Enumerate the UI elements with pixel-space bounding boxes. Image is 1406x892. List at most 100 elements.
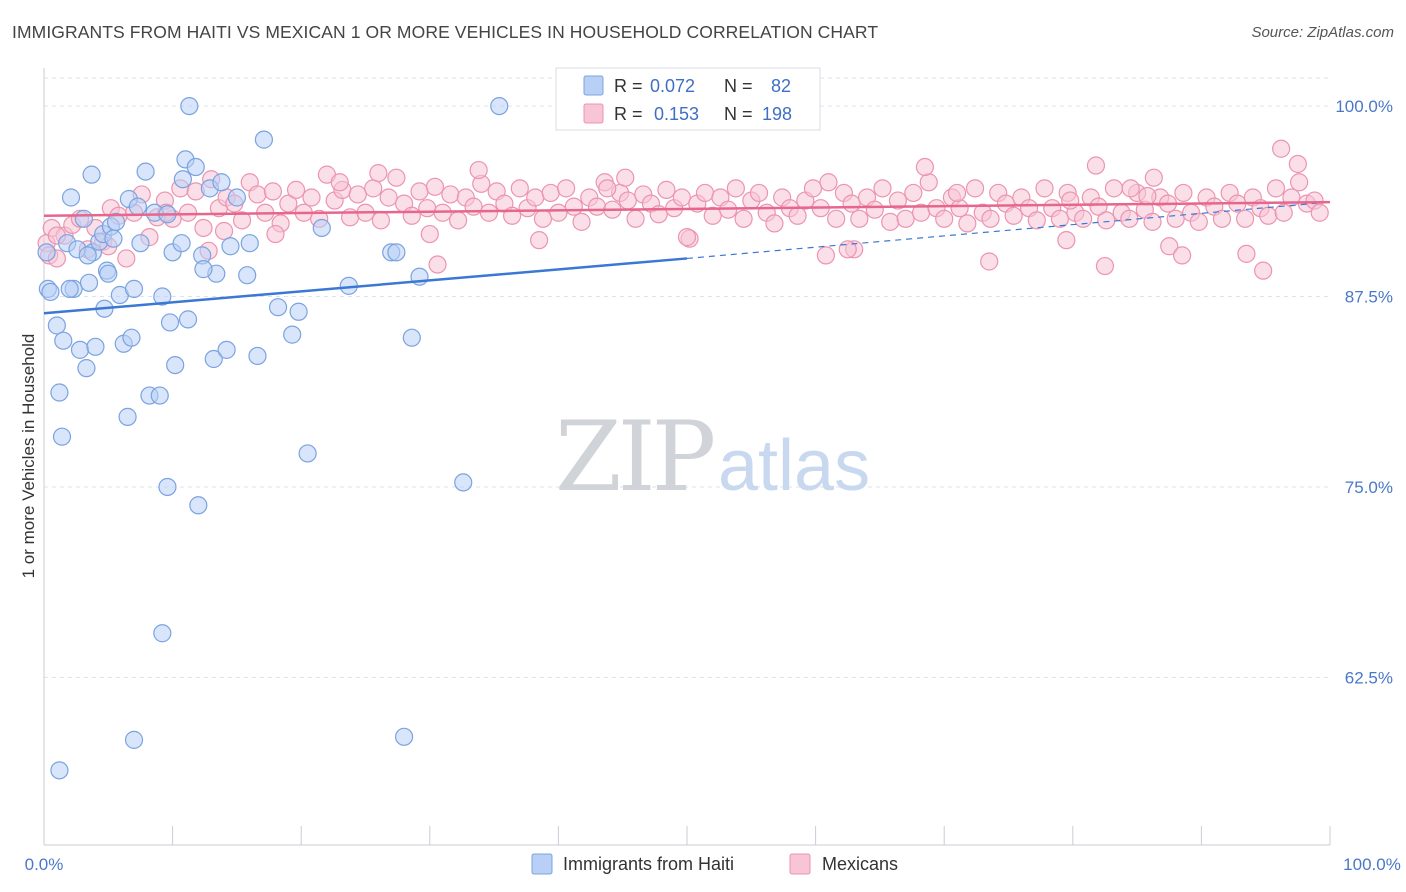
data-point <box>572 212 591 231</box>
data-point <box>136 162 155 181</box>
data-point <box>173 170 192 189</box>
data-point <box>1290 173 1309 192</box>
data-point <box>248 346 267 366</box>
mexican-trend-line <box>43 200 1331 218</box>
data-point <box>965 179 985 198</box>
data-point <box>1073 209 1093 228</box>
data-point <box>1254 261 1273 280</box>
data-point <box>587 197 607 216</box>
data-point <box>896 209 915 228</box>
data-point <box>980 252 999 271</box>
data-point <box>803 179 823 198</box>
y-tick-label: 87.5% <box>1345 288 1393 307</box>
data-point <box>153 287 172 306</box>
data-point <box>298 444 317 463</box>
data-point <box>1143 212 1162 231</box>
data-point <box>387 168 406 187</box>
data-point <box>189 496 208 515</box>
data-point <box>74 209 93 228</box>
data-point <box>194 218 213 238</box>
data-point <box>1173 246 1192 265</box>
data-point <box>77 359 96 378</box>
data-point <box>1310 203 1329 222</box>
x-tick-label-max: 100.0% <box>1343 855 1401 874</box>
chart-title: IMMIGRANTS FROM HAITI VS MEXICAN 1 OR MO… <box>12 22 879 42</box>
bottom-legend-swatch-haiti <box>531 853 553 875</box>
data-point <box>1061 191 1080 210</box>
data-point <box>160 313 180 332</box>
data-point <box>618 191 637 210</box>
watermark: ZIP atlas <box>555 401 870 513</box>
data-point <box>238 266 257 285</box>
data-point <box>302 188 321 207</box>
data-point <box>1035 179 1054 198</box>
data-point <box>616 168 635 187</box>
data-point <box>263 182 283 201</box>
data-point <box>598 179 617 198</box>
data-point <box>1266 179 1286 198</box>
data-point <box>268 298 288 317</box>
data-point <box>379 188 398 207</box>
data-point <box>441 185 460 204</box>
data-point <box>947 183 967 203</box>
legend-swatch-mexican <box>583 103 604 124</box>
data-point <box>364 179 383 198</box>
bottom-legend-label-haiti: Immigrants from Haiti <box>563 854 734 874</box>
data-point <box>873 179 892 198</box>
data-point <box>490 96 509 116</box>
data-point <box>82 165 101 184</box>
watermark-atlas: atlas <box>718 426 870 506</box>
data-point <box>117 249 136 268</box>
data-point <box>557 179 576 198</box>
data-point <box>888 191 908 210</box>
data-point <box>530 231 549 250</box>
legend-mexican-n-value: 198 <box>762 104 792 124</box>
data-point <box>86 337 105 356</box>
data-point <box>1174 183 1193 203</box>
data-point <box>418 199 437 218</box>
legend-haiti-r-label: R = <box>614 76 643 96</box>
watermark-zip: ZIP <box>555 401 714 513</box>
data-point <box>564 197 583 216</box>
legend-haiti-n-value: 82 <box>771 76 791 96</box>
data-point <box>212 173 231 192</box>
data-point <box>703 206 722 225</box>
data-point <box>865 200 884 219</box>
data-point <box>981 209 1000 228</box>
x-tick-label-min: 0.0% <box>25 855 64 874</box>
data-point <box>131 234 150 253</box>
data-point <box>935 209 954 228</box>
haiti-trend-extension <box>686 201 1331 260</box>
data-point <box>526 188 545 207</box>
bottom-legend: Immigrants from Haiti Mexicans <box>531 853 898 875</box>
data-point <box>54 331 73 350</box>
data-point <box>128 197 147 216</box>
legend-swatch-haiti <box>583 75 604 96</box>
data-point <box>217 340 236 359</box>
data-point <box>186 157 205 177</box>
data-point <box>816 246 835 265</box>
data-point <box>122 328 141 347</box>
data-point <box>410 182 429 201</box>
data-point <box>734 209 753 228</box>
data-point <box>266 224 285 244</box>
data-point <box>1189 212 1208 231</box>
data-point <box>150 386 169 405</box>
data-point <box>254 130 274 149</box>
data-point <box>180 96 199 116</box>
gridlines <box>44 77 1330 678</box>
y-axis-label: 1 or more Vehicles in Household <box>19 334 38 579</box>
data-point <box>425 177 445 196</box>
data-point <box>1288 154 1307 174</box>
data-point <box>227 188 246 207</box>
data-point <box>1166 209 1185 228</box>
trendlines <box>43 200 1331 315</box>
data-point <box>695 183 715 203</box>
data-point <box>541 183 560 203</box>
data-point <box>464 197 483 216</box>
data-point <box>765 214 784 233</box>
data-point <box>448 211 468 230</box>
y-tick-label: 62.5% <box>1345 668 1393 687</box>
data-point <box>172 234 191 253</box>
data-point <box>371 211 391 230</box>
